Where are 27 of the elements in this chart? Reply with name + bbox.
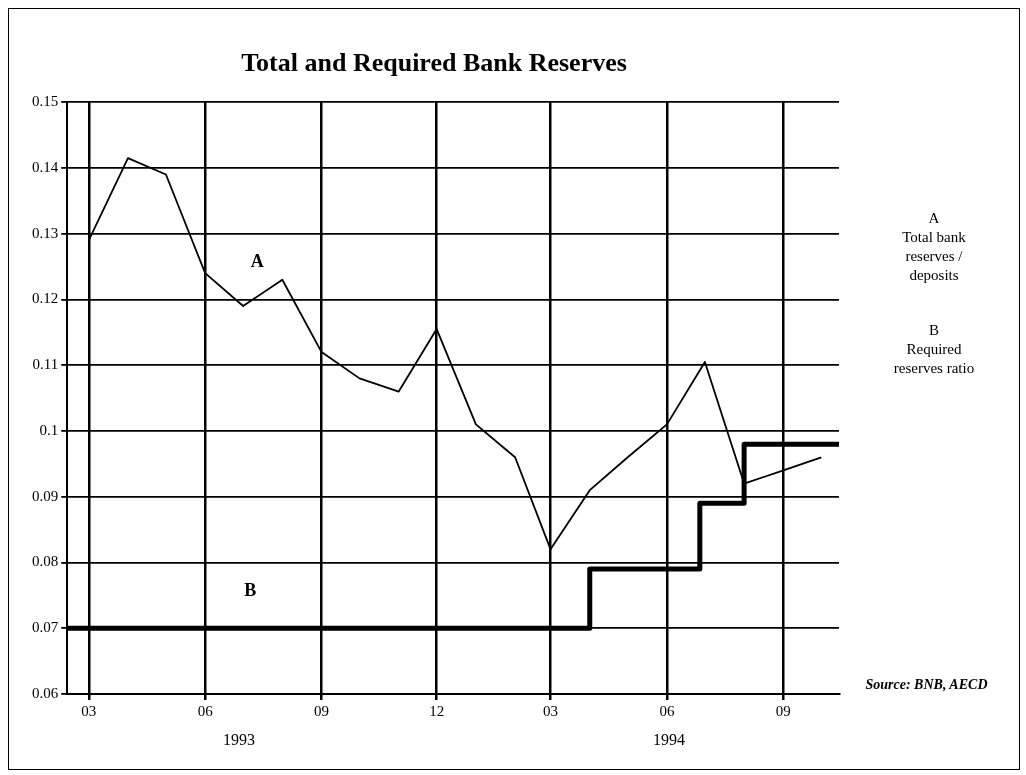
y-tick-label: 0.07 (32, 619, 59, 636)
x-tick-label: 03 (81, 702, 97, 719)
source-note: Source: BNB, AECD (864, 677, 989, 693)
y-tick-label: 0.14 (32, 158, 59, 175)
y-tick-label: 0.06 (32, 684, 59, 701)
text: Total bank reserves / deposits (901, 228, 967, 285)
y-tick-label: 0.13 (32, 224, 59, 241)
text: A (927, 209, 941, 228)
y-tick-label: 0.09 (32, 487, 59, 504)
series-label: B (244, 579, 257, 600)
y-tick-label: 0.11 (32, 356, 59, 373)
y-tick-label: 0.1 (39, 421, 59, 438)
x-tick-label: 09 (314, 702, 330, 719)
y-tick-label: 0.08 (32, 553, 59, 570)
y-tick-label: 0.15 (32, 93, 59, 110)
text: B (928, 321, 940, 340)
chart-title: Total and Required Bank Reserves (241, 48, 627, 78)
x-tick-label: 12 (429, 702, 445, 719)
y-tick-label: 0.12 (32, 290, 59, 307)
x-tick-label: 06 (197, 702, 214, 719)
series-label: A (250, 251, 264, 272)
x-tick-label: 09 (775, 702, 791, 719)
x-tick-label: 06 (659, 702, 675, 719)
text: Required reserves ratio (892, 340, 976, 378)
x-tick-label: 03 (543, 702, 559, 719)
text: 1994 (652, 731, 686, 749)
text: 1993 (222, 731, 256, 749)
